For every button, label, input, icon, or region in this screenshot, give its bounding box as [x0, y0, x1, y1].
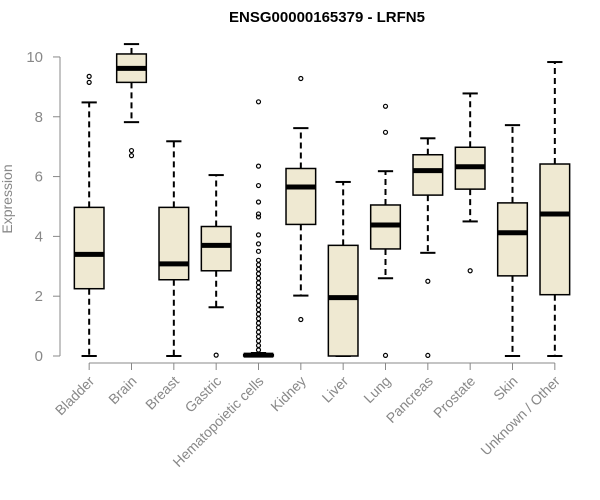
outlier-point [382, 103, 389, 109]
outlier-point [255, 289, 262, 295]
box-1 [73, 73, 105, 357]
outlier-point [255, 257, 262, 263]
y-tick-label: 0 [35, 348, 43, 365]
x-tick-label: Kidney [267, 373, 309, 415]
box-6 [285, 75, 317, 323]
iqr-box [412, 153, 444, 196]
iqr-box [539, 163, 571, 296]
outlier-point [255, 232, 262, 238]
x-tick-label: Brain [105, 373, 139, 407]
y-tick-label: 10 [26, 49, 43, 66]
outlier-point [425, 278, 431, 284]
outlier-point [255, 199, 262, 205]
outlier-point [255, 163, 262, 169]
outlier-point [382, 129, 389, 135]
outlier-point [255, 311, 262, 317]
box-10 [454, 92, 486, 274]
x-tick-label: Bladder [52, 373, 98, 419]
outlier-point [255, 324, 262, 331]
outlier-point [255, 320, 262, 326]
outlier-point [255, 214, 262, 220]
outlier-point [425, 352, 431, 359]
outlier-point [255, 280, 262, 286]
box-9 [412, 137, 444, 359]
outlier-point [298, 316, 304, 323]
outlier-point [255, 266, 262, 272]
iqr-box [200, 225, 232, 272]
outlier-point [255, 329, 262, 335]
x-tick-label: Unknown / Other [477, 373, 563, 459]
iqr-box [327, 244, 359, 357]
outlier-point [255, 333, 262, 340]
outlier-point [213, 352, 219, 358]
iqr-box [285, 167, 317, 226]
box-2 [115, 43, 148, 159]
outlier-point [255, 302, 262, 308]
outlier-point [382, 352, 389, 359]
x-tick-label: Lung [360, 373, 393, 406]
outlier-point [255, 248, 262, 254]
outlier-point [86, 79, 92, 85]
outlier-point [255, 307, 262, 313]
outlier-point [128, 153, 135, 159]
box-5 [242, 99, 275, 358]
box-8 [369, 103, 402, 359]
outlier-point [255, 284, 262, 290]
y-tick-label: 8 [35, 109, 43, 126]
outlier-point [255, 271, 262, 277]
y-tick-label: 4 [35, 228, 43, 245]
iqr-box [158, 206, 190, 281]
x-tick-label: Breast [142, 373, 182, 413]
outlier-point [298, 75, 304, 82]
outlier-point [255, 347, 262, 353]
outlier-point [255, 293, 262, 299]
iqr-box [73, 206, 105, 290]
outlier-point [255, 211, 262, 217]
box-3 [158, 140, 190, 357]
outlier-point [255, 99, 262, 105]
y-axis: 0 2 4 6 8 10 [26, 49, 61, 365]
x-tick-label: Pancreas [383, 373, 436, 426]
x-tick-label: Liver [319, 373, 352, 406]
outlier-point [255, 316, 262, 322]
box-4 [200, 174, 232, 358]
y-tick-label: 6 [35, 169, 43, 186]
outlier-point [255, 298, 262, 304]
y-axis-label: Expression [0, 164, 15, 233]
x-tick-label: Skin [490, 373, 521, 404]
y-tick-label: 2 [35, 288, 43, 305]
box-7 [327, 180, 359, 357]
box-11 [496, 124, 529, 357]
outlier-point [255, 241, 262, 247]
x-tick-label: Prostate [430, 373, 478, 421]
chart-title: ENSG00000165379 - LRFN5 [229, 9, 425, 26]
outlier-point [86, 73, 92, 79]
outlier-point [255, 342, 262, 349]
outlier-point [255, 182, 262, 189]
outlier-point [255, 275, 262, 281]
outlier-point [255, 338, 262, 344]
outlier-point [255, 262, 262, 268]
boxes-group [73, 43, 571, 359]
outlier-point [128, 147, 135, 154]
box-12 [539, 61, 571, 357]
iqr-box [496, 202, 529, 277]
outlier-point [467, 268, 473, 274]
